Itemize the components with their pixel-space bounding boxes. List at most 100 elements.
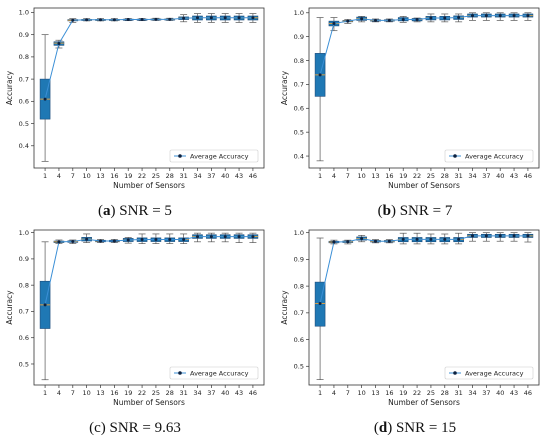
- legend-box-b: [444, 149, 534, 163]
- average-point-b: [415, 17, 419, 21]
- y-tick-label-c: 0.5: [19, 360, 29, 368]
- x-tick-label-d: 25: [427, 389, 435, 397]
- chart-b-svg: 0.4 0.5 0.6 0.7 0.8 0.9 1.0 1 4 7 10 13 16 19 22 25 28 31…: [280, 7, 540, 190]
- x-tick-label-a: 28: [166, 172, 174, 180]
- average-point-b: [401, 17, 405, 21]
- average-point-b: [318, 73, 322, 77]
- x-tick-label-a: 43: [235, 172, 243, 180]
- y-tick-label-d: 0.7: [294, 309, 304, 317]
- chart-panel-a: 0.4 0.5 0.6 0.7 0.8 0.9 1.0 1 4 7 10 13 16 19 22 25 28 31…: [0, 0, 275, 200]
- chart-d-svg: 0.5 0.6 0.7 0.8 0.9 1.0 1 4 7 10 13 16 19 22 25 28 31 34 3…: [280, 229, 540, 407]
- average-point-c: [195, 235, 199, 239]
- average-point-a: [126, 18, 130, 22]
- average-point-d: [387, 239, 391, 243]
- y-tick-label-b: 0.4: [294, 152, 304, 160]
- plot-frame-c: [33, 229, 265, 386]
- x-tick-label-c: 1: [43, 389, 47, 397]
- chart-panel-b: 0.4 0.5 0.6 0.7 0.8 0.9 1.0 1 4 7 10 13 16 19 22 25 28 31…: [275, 0, 550, 200]
- average-line-c: [44, 236, 253, 305]
- x-tick-label-b: 19: [399, 172, 407, 180]
- caption-b: (b) SNR = 7: [377, 203, 453, 219]
- y-tick-label-d: 0.5: [294, 363, 304, 371]
- y-tick-label-a: 0.7: [19, 75, 29, 83]
- x-tick-label-a: 25: [152, 172, 160, 180]
- x-axis-label-c: Number of Sensors: [113, 398, 185, 407]
- x-tick-label-d: 4: [332, 389, 336, 397]
- y-tick-label-b: 0.8: [294, 57, 304, 65]
- average-point-c: [154, 237, 158, 241]
- average-point-d: [443, 237, 447, 241]
- average-point-b: [498, 14, 502, 18]
- x-tick-label-c: 34: [193, 389, 201, 397]
- average-point-b: [346, 19, 350, 23]
- y-tick-label-b: 0.6: [294, 105, 304, 113]
- average-point-d: [346, 240, 350, 244]
- average-point-a: [154, 17, 158, 21]
- x-tick-label-c: 22: [138, 389, 146, 397]
- x-tick-label-b: 43: [510, 172, 518, 180]
- y-tick-label-b: 0.7: [294, 81, 304, 89]
- x-tick-label-d: 22: [413, 389, 421, 397]
- x-tick-label-d: 40: [496, 389, 504, 397]
- x-tick-label-a: 40: [221, 172, 229, 180]
- y-tick-label-c: 0.6: [19, 334, 29, 342]
- legend-box-c: [169, 366, 259, 380]
- x-tick-label-d: 28: [441, 389, 449, 397]
- average-point-b: [387, 18, 391, 22]
- average-point-d: [484, 234, 488, 238]
- average-point-a: [71, 18, 75, 22]
- average-point-c: [223, 235, 227, 239]
- legend-label-b: Average Accuracy: [465, 152, 524, 160]
- x-tick-label-b: 46: [524, 172, 532, 180]
- x-tick-label-a: 19: [124, 172, 132, 180]
- legend-box-a: [169, 149, 259, 163]
- average-line-d: [319, 235, 528, 304]
- x-tick-label-b: 28: [441, 172, 449, 180]
- x-tick-label-c: 37: [207, 389, 215, 397]
- y-tick-label-d: 0.6: [294, 336, 304, 344]
- x-tick-label-b: 22: [413, 172, 421, 180]
- y-tick-label-c: 0.7: [19, 308, 29, 316]
- x-tick-label-d: 13: [371, 389, 379, 397]
- y-tick-label-a: 0.6: [19, 98, 29, 106]
- x-tick-label-b: 10: [358, 172, 366, 180]
- x-tick-label-d: 7: [346, 389, 350, 397]
- average-point-a: [57, 42, 61, 46]
- x-tick-label-b: 4: [332, 172, 336, 180]
- average-point-b: [429, 16, 433, 20]
- average-point-a: [140, 18, 144, 22]
- average-line-b: [319, 15, 528, 75]
- average-point-b: [332, 22, 336, 26]
- x-tick-label-a: 16: [110, 172, 118, 180]
- x-tick-label-d: 31: [454, 389, 462, 397]
- plot-frame-d: [308, 229, 540, 386]
- average-point-a: [209, 16, 213, 20]
- caption-a-label: a: [103, 203, 111, 219]
- y-tick-label-d: 0.8: [294, 282, 304, 290]
- x-tick-label-b: 25: [427, 172, 435, 180]
- x-tick-label-c: 40: [221, 389, 229, 397]
- caption-b-text: SNR = 7: [395, 203, 453, 219]
- x-tick-label-d: 16: [385, 389, 393, 397]
- x-tick-label-c: 43: [235, 389, 243, 397]
- average-point-d: [360, 237, 364, 241]
- x-tick-label-c: 28: [166, 389, 174, 397]
- chart-a-svg: 0.4 0.5 0.6 0.7 0.8 0.9 1.0 1 4 7 10 13 16 19 22 25 28 31…: [5, 7, 265, 190]
- x-tick-label-d: 19: [399, 389, 407, 397]
- x-tick-label-c: 25: [152, 389, 160, 397]
- y-tick-label-c: 0.9: [19, 255, 29, 263]
- y-tick-label-b: 0.5: [294, 128, 304, 136]
- caption-c-text: (c) SNR = 9.63: [89, 420, 181, 436]
- plot-frame-b: [308, 7, 540, 169]
- caption-b-label: b: [382, 203, 391, 219]
- caption-d: (d) SNR = 15: [373, 420, 457, 436]
- y-tick-label-a: 0.8: [19, 53, 29, 61]
- average-point-d: [415, 237, 419, 241]
- x-tick-label-a: 34: [193, 172, 201, 180]
- average-point-d: [332, 240, 336, 244]
- y-tick-label-c: 0.8: [19, 281, 29, 289]
- x-tick-label-a: 13: [96, 172, 104, 180]
- average-point-a: [237, 16, 241, 20]
- average-point-a: [182, 16, 186, 20]
- x-tick-label-c: 31: [179, 389, 187, 397]
